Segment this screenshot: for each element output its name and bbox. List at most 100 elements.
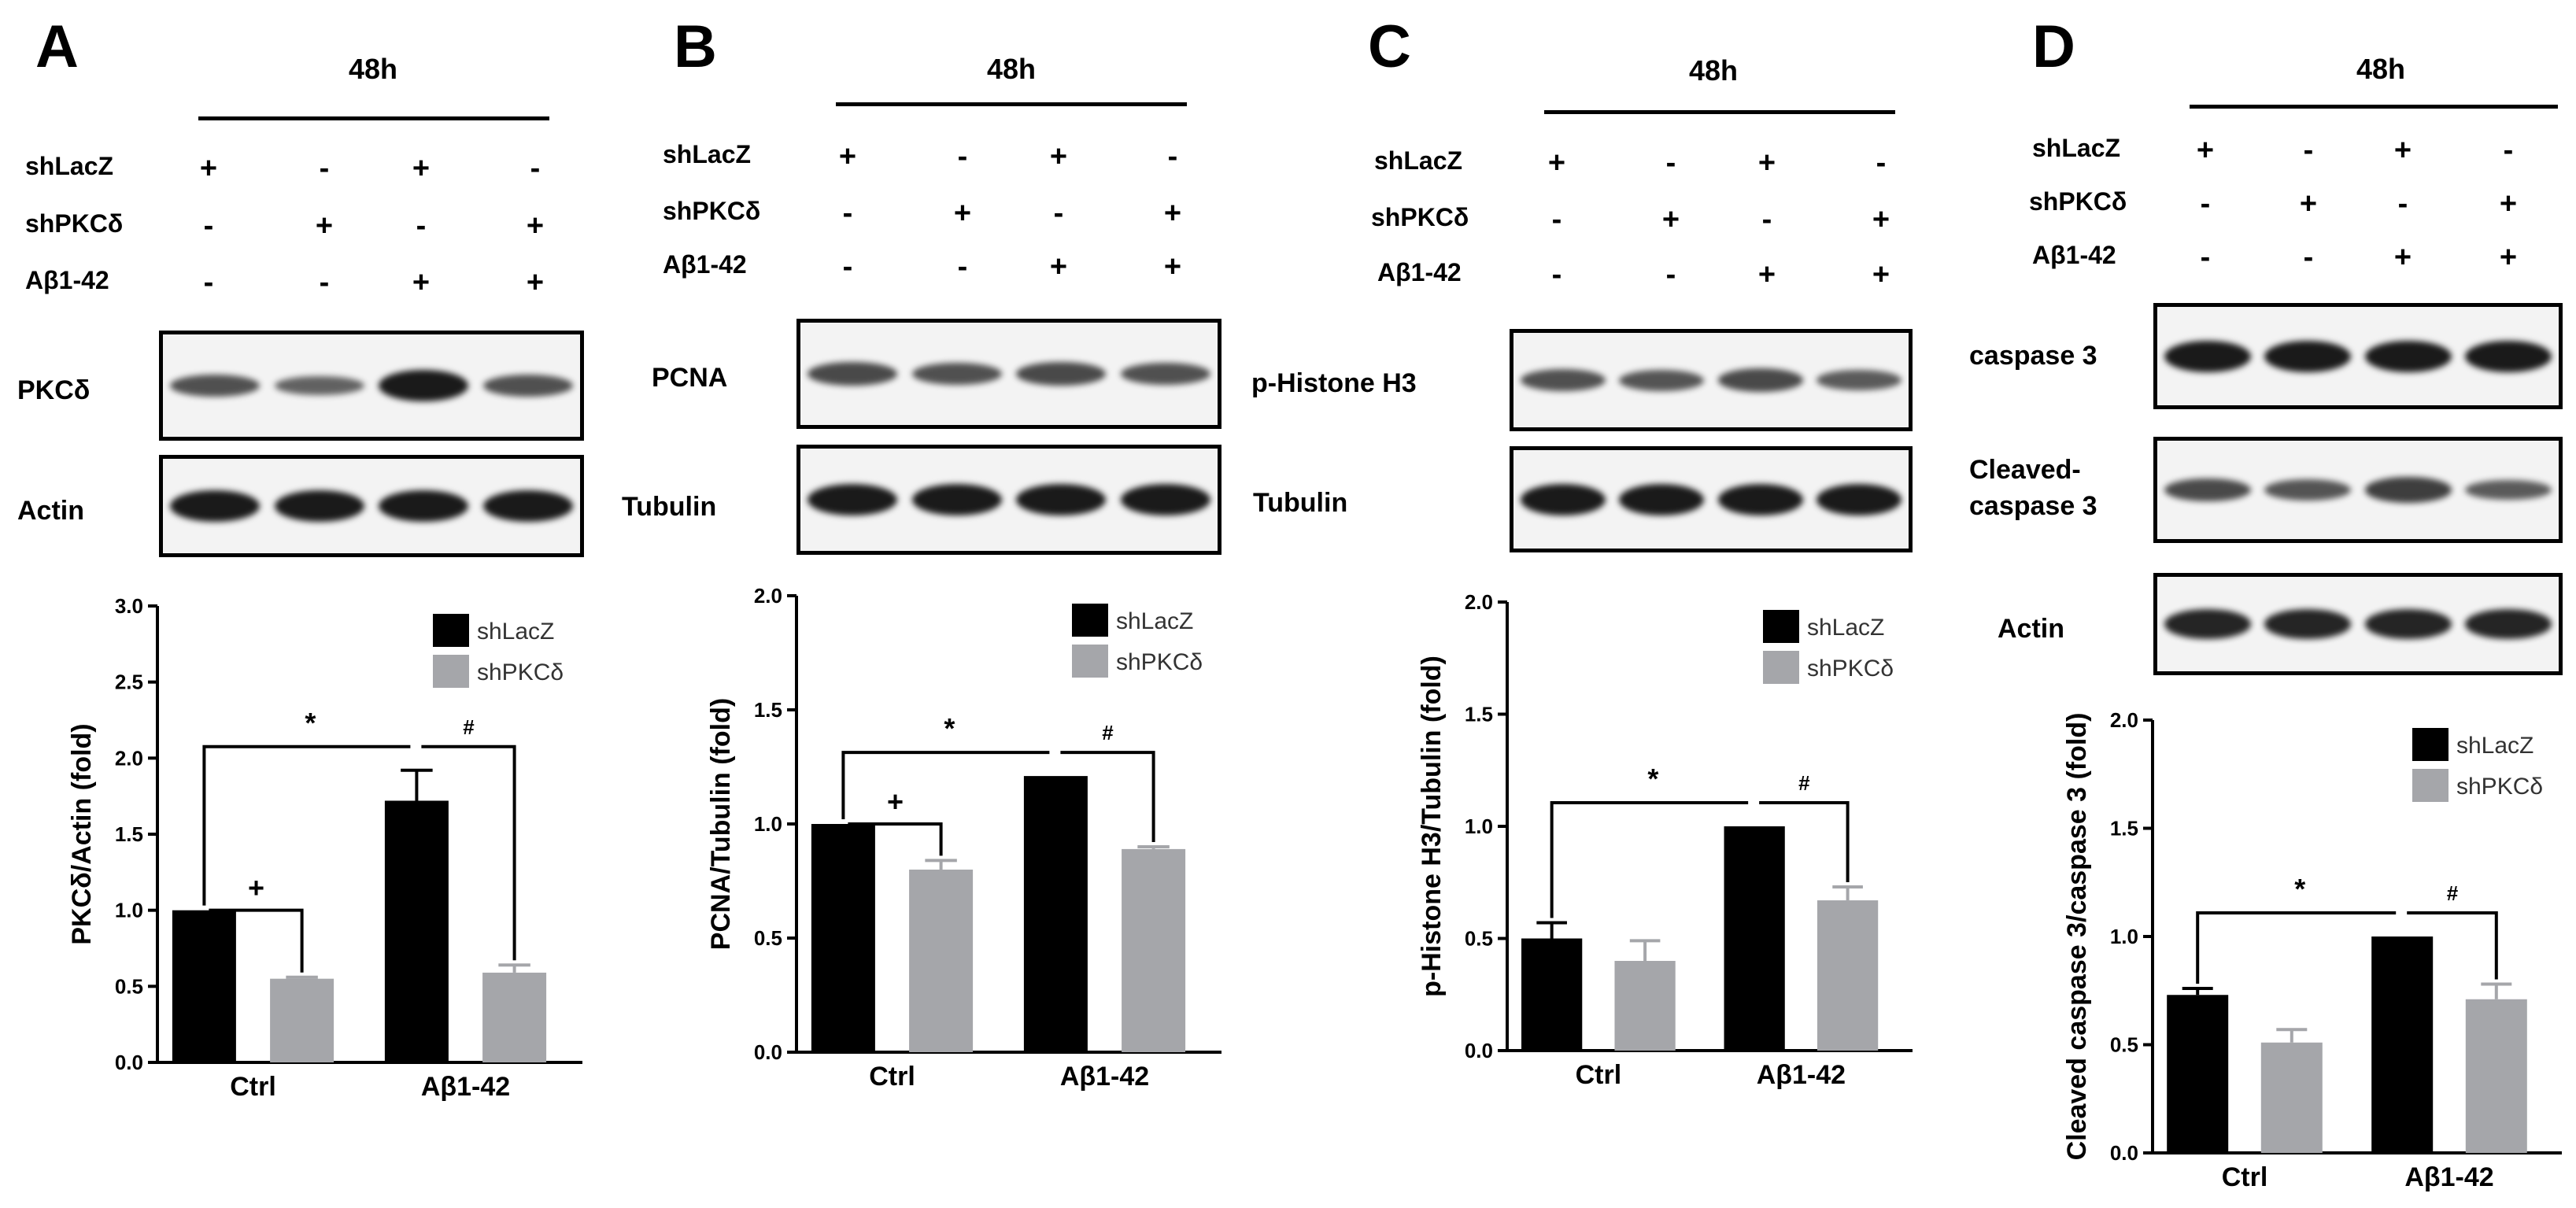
bar-shPKCδ	[2260, 1042, 2323, 1153]
treatment-label-shpkcd: shPKCδ	[663, 197, 761, 225]
treatment-label-shpkcd: shPKCδ	[25, 209, 124, 238]
legend-label: shPKCδ	[477, 659, 564, 685]
bar-shLacZ	[2371, 936, 2434, 1153]
sign-cell: -	[2503, 134, 2514, 167]
blot-band	[2364, 340, 2452, 372]
blot-band	[274, 490, 364, 522]
sign-cell: +	[1163, 250, 1182, 283]
y-tick-label: 1.5	[1465, 703, 1493, 726]
y-tick-label: 0.5	[754, 926, 782, 950]
sign-cell: -	[319, 266, 330, 299]
significance-marker: #	[2447, 881, 2459, 905]
sign-cell: +	[2196, 134, 2215, 167]
blot-label: Actin	[1998, 614, 2064, 644]
blot-band	[1120, 484, 1210, 515]
western-blot	[2153, 303, 2563, 409]
sign-cell: -	[1876, 146, 1887, 179]
time-label: 48h	[986, 53, 1037, 85]
treatment-label-shlacz: shLacZ	[25, 152, 114, 180]
blot-band	[2164, 609, 2251, 639]
sign-cell: +	[412, 152, 431, 185]
blot-band	[2164, 478, 2251, 502]
legend-label: shPKCδ	[1116, 649, 1203, 675]
time-label: 48h	[2356, 53, 2406, 85]
sign-cell: -	[842, 250, 853, 283]
blot-label: caspase 3	[1969, 341, 2097, 371]
treatment-label-abeta: Aβ1-42	[2032, 241, 2116, 269]
significance-marker: +	[887, 785, 904, 818]
treatment-label-shpkcd: shPKCδ	[1371, 203, 1469, 231]
sign-cell: -	[203, 209, 214, 242]
significance-bracket	[1759, 801, 1850, 882]
blot-band	[1717, 368, 1803, 392]
legend-swatch-shLacZ	[2412, 728, 2448, 761]
y-tick-label: 1.0	[115, 899, 143, 922]
y-tick-label: 0.0	[754, 1040, 782, 1064]
blot-band	[2465, 479, 2552, 501]
sign-cell: +	[2393, 241, 2412, 274]
blot-band	[482, 374, 573, 397]
sign-cell: -	[1551, 203, 1562, 236]
x-tick-label: Aβ1-42	[1060, 1062, 1149, 1092]
blot-band	[2465, 340, 2552, 372]
x-tick-label: Aβ1-42	[421, 1072, 510, 1102]
western-blot	[159, 455, 584, 557]
legend-swatch-shPKCδ	[1763, 651, 1799, 684]
significance-marker: #	[1102, 721, 1114, 744]
y-tick-label: 0.0	[2110, 1141, 2138, 1165]
treatment-label-abeta: Aβ1-42	[1377, 258, 1462, 286]
y-tick-label: 1.5	[754, 698, 782, 722]
bar-shLacZ	[1724, 826, 1785, 1051]
sign-cell: -	[2200, 187, 2211, 220]
significance-marker: *	[1647, 763, 1658, 795]
blot-band	[911, 362, 1002, 386]
sign-cell: +	[1163, 197, 1182, 230]
sign-cell: +	[2393, 134, 2412, 167]
x-tick-label: Ctrl	[1576, 1060, 1622, 1090]
blot-band	[2364, 477, 2452, 503]
blot-band	[379, 370, 469, 401]
legend-label: shLacZ	[2456, 733, 2533, 759]
time-label: 48h	[348, 53, 398, 85]
bar-chart: 0.0 0.5 1.0 1.5 2.0 PCNA/Tubulin (fold) Ctrl Aβ…	[706, 584, 1221, 1092]
bar-shPKCδ	[1614, 961, 1676, 1051]
bar-shPKCδ	[482, 972, 547, 1062]
sign-cell: +	[2499, 187, 2518, 220]
y-tick-label: 2.0	[2110, 708, 2138, 732]
treatment-label-shlacz: shLacZ	[663, 140, 752, 168]
panel-b: B 48h shLacZ shPKCδ Aβ1-42 + - + - - + -…	[622, 0, 1259, 1208]
y-tick-label: 0.0	[1465, 1039, 1493, 1062]
sign-cell: +	[315, 209, 334, 242]
sign-cell: -	[416, 209, 427, 242]
sign-cell: +	[953, 197, 972, 230]
sign-cell: -	[957, 250, 968, 283]
sign-cell: +	[1049, 140, 1068, 173]
y-tick-label: 1.5	[2110, 817, 2138, 840]
bar-shPKCδ	[1122, 848, 1186, 1052]
sign-cell: -	[1053, 197, 1064, 230]
legend-swatch-shLacZ	[1763, 610, 1799, 643]
blot-band	[379, 490, 469, 522]
bar-shLacZ	[384, 800, 449, 1062]
blot-band	[1619, 369, 1705, 391]
legend-swatch-shLacZ	[1072, 604, 1108, 637]
sign-cell: +	[1757, 146, 1776, 179]
sign-cell: +	[838, 140, 857, 173]
blot-band	[2264, 609, 2352, 639]
significance-bracket	[1060, 751, 1155, 842]
panel-letter: C	[1368, 13, 1411, 80]
bar-shLacZ	[172, 910, 236, 1062]
significance-marker: *	[944, 712, 955, 744]
sign-cell: -	[1665, 146, 1676, 179]
treatment-label-shlacz: shLacZ	[2032, 134, 2121, 162]
time-bracket-line	[836, 102, 1187, 106]
significance-bracket	[421, 744, 516, 961]
treatment-label-shlacz: shLacZ	[1374, 146, 1463, 175]
sign-cell: -	[2303, 241, 2314, 274]
bar-shLacZ	[2167, 995, 2229, 1153]
y-axis-label: PCNA/Tubulin (fold)	[706, 698, 736, 950]
bar-shPKCδ	[2465, 999, 2527, 1153]
sign-cell: +	[199, 152, 218, 185]
blot-band	[274, 375, 364, 396]
blot-band	[2465, 609, 2552, 639]
